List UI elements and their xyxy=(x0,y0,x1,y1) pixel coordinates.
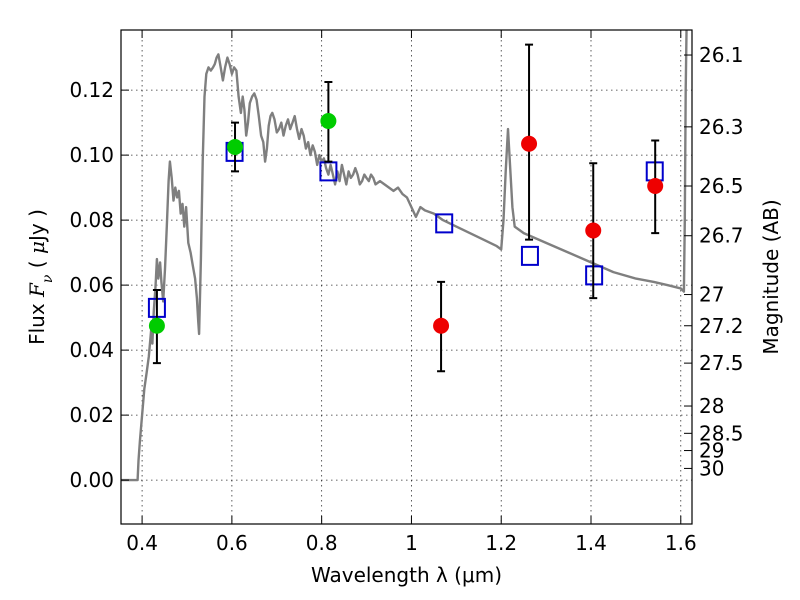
magnitude-tick-label: 28.5 xyxy=(699,421,744,445)
model-flux-square xyxy=(435,213,454,234)
x-tick-label: 0.4 xyxy=(126,531,158,555)
magnitude-tick-label: 26.5 xyxy=(699,174,744,198)
observed-flux-point xyxy=(585,222,602,239)
magnitude-tick-label: 28 xyxy=(699,394,724,418)
model-photometry-layer xyxy=(147,141,664,318)
x-tick-label: 1.6 xyxy=(665,531,697,555)
plot-frame xyxy=(120,29,693,525)
x-tick-label: 0.6 xyxy=(216,531,248,555)
observed-photometry-layer xyxy=(148,113,664,334)
y-tick-label: 0.12 xyxy=(69,78,114,102)
magnitude-tick-label: 27 xyxy=(699,283,724,307)
y-tick-label: 0.02 xyxy=(69,403,114,427)
x-axis-label: Wavelength λ (μm) xyxy=(311,563,502,587)
magnitude-axis-label: Magnitude (AB) xyxy=(759,199,783,354)
y-axis-label: Flux Fν ( μJy ) xyxy=(25,209,56,345)
y-tick-labels: 0.00 0.02 0.04 0.06 0.08 0.10 0.12 xyxy=(69,78,114,492)
observed-flux-point xyxy=(521,135,538,152)
tick-marks xyxy=(121,30,692,524)
observed-flux-point xyxy=(647,178,664,194)
magnitude-tick-label: 27.5 xyxy=(699,351,744,375)
x-tick-label: 0.8 xyxy=(306,531,338,555)
observed-flux-point xyxy=(433,317,450,334)
error-bar-layer xyxy=(152,43,660,373)
y-tick-label: 0.08 xyxy=(69,208,114,232)
x-tick-label: 1.2 xyxy=(485,531,517,555)
grid xyxy=(121,30,692,524)
x-tick-labels: 0.4 0.6 0.8 1 1.2 1.4 1.6 xyxy=(126,531,696,555)
observed-flux-point xyxy=(227,139,244,155)
observed-flux-point xyxy=(320,113,337,129)
x-tick-label: 1 xyxy=(405,531,418,555)
y-tick-label: 0.06 xyxy=(69,273,114,297)
model-spectrum-line xyxy=(121,30,688,482)
magnitude-tick-label: 29 xyxy=(699,439,724,463)
magnitude-tick-label: 26.1 xyxy=(699,43,744,67)
y-tick-label: 0.10 xyxy=(69,143,114,167)
x-tick-label: 1.4 xyxy=(575,531,607,555)
observed-flux-point xyxy=(148,317,165,334)
magnitude-tick-label: 26.7 xyxy=(699,224,744,248)
magnitude-tick-label: 30 xyxy=(699,456,724,480)
magnitude-tick-label: 26.3 xyxy=(699,115,744,139)
magnitude-tick-label: 27.2 xyxy=(699,314,744,338)
model-flux-square xyxy=(520,245,539,266)
model-spectrum-layer xyxy=(121,30,688,482)
y-tick-label: 0.04 xyxy=(69,338,114,362)
y-tick-label: 0.00 xyxy=(69,468,114,492)
